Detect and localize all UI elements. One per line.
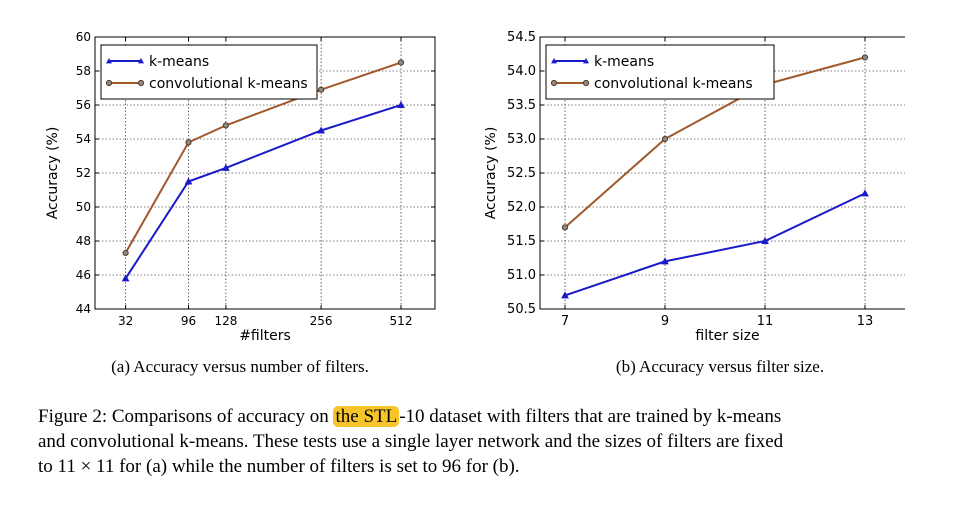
- data-point-conv-k-means: [122, 249, 129, 256]
- data-point-conv-k-means: [318, 86, 325, 93]
- y-tick-label: 54.0: [507, 64, 536, 79]
- data-point-k-means: [317, 126, 325, 134]
- legend-marker: [106, 58, 112, 64]
- legend-box: [545, 44, 775, 100]
- caption-line3: to 11 × 11 for (a) while the number of f…: [38, 456, 520, 477]
- y-tick-label: 52.5: [507, 166, 536, 181]
- y-tick-label: 52.0: [507, 200, 536, 215]
- y-tick-label: 48: [76, 234, 91, 248]
- x-tick-label: 512: [390, 314, 413, 328]
- series-line-k-means: [564, 192, 866, 297]
- x-tick-label: 13: [857, 314, 874, 329]
- series-line-k-means: [124, 104, 402, 279]
- legend-label: convolutional k-means: [149, 76, 308, 92]
- data-point-k-means: [661, 257, 669, 265]
- y-tick-label: 44: [76, 302, 91, 316]
- y-tick-label: 54: [76, 132, 91, 146]
- y-tick-label: 51.5: [507, 234, 536, 249]
- y-axis-label: Accuracy (%): [485, 127, 499, 220]
- legend-marker: [137, 79, 145, 87]
- legend-marker: [550, 79, 558, 87]
- data-point-conv-k-means: [397, 59, 405, 66]
- caption-prefix: Figure 2: Comparisons of accuracy on: [38, 406, 334, 427]
- caption-rest-line1: -10 dataset with filters that are traine…: [399, 406, 782, 427]
- series-line-conv-k-means: [564, 56, 866, 229]
- caption-line2: and convolutional k-means. These tests u…: [38, 431, 784, 452]
- data-point-conv-k-means: [222, 122, 229, 129]
- legend-marker: [105, 79, 113, 87]
- y-tick-label: 52: [76, 166, 91, 180]
- data-point-k-means: [861, 189, 869, 197]
- x-tick-label: 128: [214, 314, 237, 328]
- x-axis-label: filter size: [695, 328, 759, 342]
- data-point-k-means: [397, 100, 405, 108]
- y-tick-label: 46: [76, 268, 91, 282]
- x-tick-label: 32: [118, 314, 133, 328]
- x-tick-label: 7: [561, 314, 569, 329]
- y-tick-label: 53.5: [507, 98, 536, 113]
- subcaption-a: (a) Accuracy versus number of filters.: [111, 357, 369, 376]
- chart-accuracy-vs-filters: 44 46 48 50 52 54 56 58 60 32 96 128 256 512 #filters A…: [45, 30, 436, 342]
- x-tick-label: 256: [310, 314, 333, 328]
- y-tick-label: 58: [76, 64, 91, 78]
- y-tick-label: 54.5: [507, 30, 536, 45]
- legend-marker: [582, 79, 590, 87]
- subcaption-b: (b) Accuracy versus filter size.: [615, 357, 825, 376]
- legend-label: k-means: [149, 54, 209, 70]
- data-point-k-means: [121, 274, 130, 282]
- data-point-k-means: [561, 291, 569, 299]
- x-axis-label: #filters: [239, 328, 291, 342]
- figure-caption: Figure 2: Comparisons of accuracy on the…: [38, 404, 948, 479]
- y-tick-label: 51.0: [507, 268, 536, 283]
- caption-highlight: the STL: [333, 406, 400, 427]
- data-point-conv-k-means: [861, 54, 869, 61]
- legend-marker: [138, 58, 144, 64]
- data-point-k-means: [761, 236, 769, 244]
- chart-accuracy-vs-filter-size: 50.5 51.0 51.5 52.0 52.5 53.0 53.5 54.0 54.5 7 9 11…: [485, 30, 905, 342]
- legend-label: convolutional k-means: [594, 76, 753, 92]
- y-tick-label: 56: [76, 98, 91, 112]
- legend-box: [100, 44, 318, 100]
- legend-marker: [583, 58, 589, 64]
- data-point-k-means: [222, 163, 230, 171]
- data-point-conv-k-means: [561, 224, 569, 231]
- legend-marker: [551, 58, 557, 64]
- x-tick-label: 96: [181, 314, 196, 328]
- legend-label: k-means: [594, 54, 654, 70]
- x-tick-label: 9: [661, 314, 669, 329]
- data-point-conv-k-means: [661, 135, 669, 143]
- y-tick-label: 60: [76, 30, 91, 44]
- x-tick-label: 11: [757, 314, 774, 329]
- data-point-conv-k-means: [185, 139, 192, 146]
- y-tick-label: 53.0: [507, 132, 536, 147]
- y-tick-label: 50: [76, 200, 91, 214]
- data-point-k-means: [184, 177, 193, 185]
- y-axis-label: Accuracy (%): [45, 127, 61, 220]
- y-tick-label: 50.5: [507, 302, 536, 317]
